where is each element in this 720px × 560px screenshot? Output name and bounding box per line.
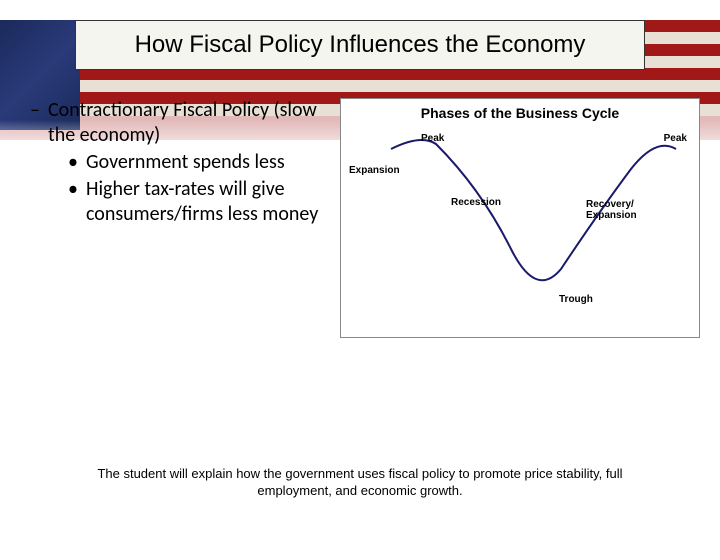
bullet-marker: • [68,177,86,227]
bullet-sub: • Higher tax-rates will give consumers/f… [68,177,330,227]
flag-stripe [0,80,720,92]
chart-column: Phases of the Business Cycle Peak Peak E… [340,98,700,338]
sub-bullet-list: • Government spends less • Higher tax-ra… [68,150,330,227]
bullet-sub-text: Government spends less [86,150,285,175]
slide-title: How Fiscal Policy Influences the Economy [92,31,628,59]
chart-title: Phases of the Business Cycle [341,105,699,121]
bullet-marker: • [68,150,86,175]
business-cycle-chart: Phases of the Business Cycle Peak Peak E… [340,98,700,338]
text-column: – Contractionary Fiscal Policy (slow the… [30,98,330,338]
dash-marker: – [30,98,48,148]
label-trough: Trough [559,294,593,305]
title-box: How Fiscal Policy Influences the Economy [75,20,645,70]
content-area: – Contractionary Fiscal Policy (slow the… [0,98,720,338]
bullet-sub: • Government spends less [68,150,330,175]
footer-caption: The student will explain how the governm… [0,466,720,500]
bullet-main: – Contractionary Fiscal Policy (slow the… [30,98,330,148]
label-expansion: Expansion [349,165,400,176]
label-peak: Peak [421,133,444,144]
chart-curve-svg [381,129,681,319]
label-peak: Peak [664,133,687,144]
label-recovery: Recovery/ Expansion [586,199,646,221]
bullet-sub-text: Higher tax-rates will give consumers/fir… [86,177,330,227]
label-recession: Recession [451,197,501,208]
bullet-main-text: Contractionary Fiscal Policy (slow the e… [48,98,330,148]
